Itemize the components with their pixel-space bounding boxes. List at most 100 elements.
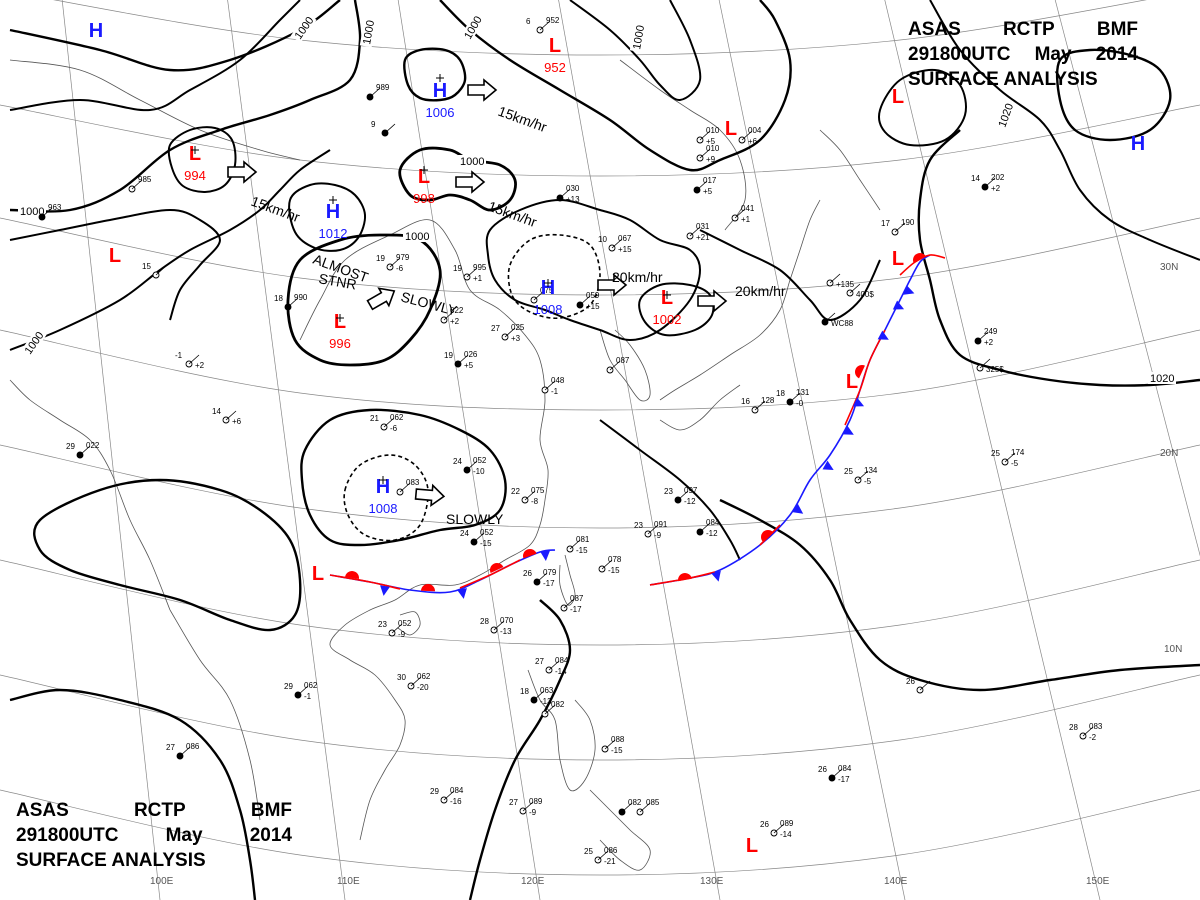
coastline [659,384,741,431]
station-plot: 087-17 [560,594,584,614]
wind-barb-icon [609,360,621,371]
longitude-line [558,0,721,900]
wind-barb-icon [179,746,191,757]
warm-front-segment [844,329,886,426]
station-temp: 19 [444,351,453,360]
coastline [9,379,171,611]
station-tendency: WC88 [831,319,854,328]
station-tendency: +2 [450,317,460,326]
station-plot: 29 062 -1 [284,681,318,701]
station-pressure: 067 [618,234,632,243]
station-plot: 29 022 [66,441,100,459]
longitude-line [61,0,161,900]
coastlines [9,59,881,871]
low-pressure-center: L 998 [413,166,435,206]
wind-barb-icon [473,532,485,543]
warm-front-semicircle [678,573,692,582]
low-pressure-center: L [746,835,758,857]
wind-barb-icon [443,310,455,321]
station-temp: 26 [760,820,769,829]
station-temp: -1 [175,351,183,360]
station-plot: 24 052 -15 [460,528,494,548]
station-plot: 081-15 [566,535,590,555]
movement-arrow-icon [366,287,396,311]
station-pressure: 985 [138,175,152,184]
isobar-label-bg [403,230,431,242]
wind-barb-icon [857,470,869,481]
station-temp: 29 [284,682,293,691]
station-tendency: +15 [618,245,632,254]
low-pressure-center: L [892,248,904,270]
wind-barb-icon [849,283,861,294]
wind-barb-icon [466,460,478,471]
isobar-closed [1055,48,1172,142]
station-tendency: 325$ [986,365,1004,374]
station-temp: 27 [166,743,175,752]
station-pressure: 022 [450,306,464,315]
station-tendency: -14 [555,667,567,676]
station-plot: 19 995 +1 [453,263,487,283]
station-temp: 25 [991,449,1000,458]
station-tendency: -17 [543,579,555,588]
high-symbol: H [376,476,390,498]
cold-front-triangle [903,285,915,295]
station-temp: 19 [453,264,462,273]
station-tendency: -9 [654,531,662,540]
wind-barb-icon [559,188,571,199]
station-temp: 24 [460,529,469,538]
station-temp: 29 [66,442,75,451]
isobar-label-text: 1000 [405,231,429,243]
wind-barb-icon [699,148,711,159]
station-pressure: 249 [984,327,998,336]
station-plot: 28 070 -13 [480,616,514,636]
isobar-label-text: 1000 [631,24,647,50]
station-pressure: 088 [611,735,625,744]
coastline [397,611,421,636]
low-symbol: L [892,86,904,108]
station-pressure: 979 [396,253,410,262]
station-tendency: -17 [570,605,582,614]
station-plot: 6 952 [526,16,560,34]
station-plot: -1 +2 [175,351,205,370]
station-tendency: +15 [586,302,600,311]
wind-barb-icon [533,690,545,701]
station-pressure: 990 [294,293,308,302]
station-temp: 28 [480,617,489,626]
wind-barb-icon [1004,452,1016,463]
station-plot: 078-15 [598,555,622,575]
station-temp: 15 [142,262,151,271]
station-pressure: 030 [566,184,580,193]
cold-front-triangle [892,300,905,310]
station-pressure: 075 [531,486,545,495]
station-pressure: 083 [1089,722,1103,731]
longitude-line [884,0,1101,900]
high-symbol: H [89,20,103,42]
station-pressure: 082 [551,700,565,709]
station-tendency: -8 [531,497,539,506]
station-temp: 25 [584,847,593,856]
station-pressure: 079 [543,568,557,577]
isobar-closed [485,198,702,342]
title-block-top-right: ASAS RCTP BMF 291800UTC May 2014 SURFACE… [908,17,1138,92]
isobar-label-bg [18,205,46,217]
wind-barb-icon [539,20,551,31]
station-tendency: -9 [529,808,537,817]
station-tendency: -15 [608,566,620,575]
wind-barb-icon [522,801,534,812]
station-pressure: 085 [646,798,660,807]
center-pressure-value: 1012 [319,226,348,241]
station-tendency: +135 [836,280,855,289]
station-pressure: 070 [500,616,514,625]
station-temp: 17 [881,219,890,228]
station-plot: 963 [38,203,62,221]
station-temp: 22 [511,487,520,496]
low-symbol: L [418,166,430,188]
station-plot: 25 134 -5 [844,466,878,486]
high-pressure-center: H 1012 [319,201,348,241]
station-plot: 27 025 +3 [491,323,525,343]
movement-label: 20km/hr [735,283,786,299]
longitude-line [1054,0,1200,557]
station-plot: 26 079 -17 [523,568,557,588]
